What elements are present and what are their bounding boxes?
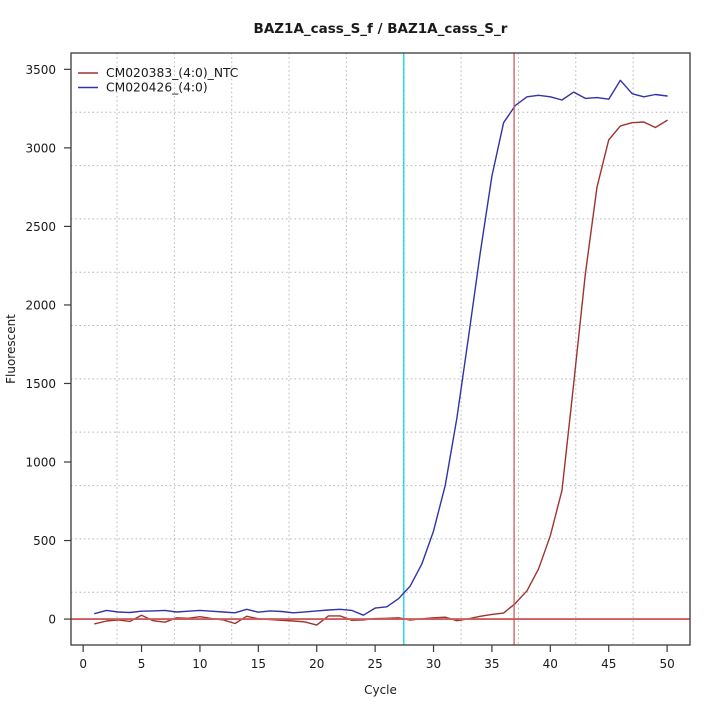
y-tick-label: 0	[48, 613, 56, 627]
threshold-lines	[71, 53, 690, 645]
legend-label-ntc: CM020383_(4:0)_NTC	[106, 66, 238, 80]
curve-sample	[94, 79, 668, 616]
x-axis-label: Cycle	[364, 683, 397, 697]
legend-label-sample: CM020426_(4:0)	[106, 81, 208, 95]
x-tick-label: 45	[601, 657, 616, 671]
x-tick-label: 15	[251, 657, 266, 671]
x-axis: 0 5 10 15 20 25 30 35 40 45 50	[79, 645, 675, 671]
y-tick-label: 1500	[25, 377, 56, 391]
plot-border	[70, 52, 691, 646]
x-tick-label: 40	[543, 657, 558, 671]
series-lines	[94, 79, 668, 626]
curve-ntc	[94, 119, 668, 626]
x-tick-label: 30	[426, 657, 441, 671]
y-tick-label: 2500	[25, 220, 56, 234]
y-axis-label: Fluorescent	[4, 314, 18, 384]
x-tick-label: 50	[659, 657, 674, 671]
y-tick-label: 1000	[25, 456, 56, 470]
y-tick-label: 3000	[25, 141, 56, 155]
y-axis: 0 500 1000 1500 2000 2500 3000 3500	[25, 63, 71, 627]
legend: CM020383_(4:0)_NTC CM020426_(4:0)	[78, 66, 238, 95]
gridlines	[71, 53, 691, 645]
y-tick-label: 3500	[25, 63, 56, 77]
x-tick-label: 25	[367, 657, 382, 671]
plot-box	[70, 52, 691, 646]
x-tick-label: 10	[192, 657, 207, 671]
x-tick-label: 5	[138, 657, 146, 671]
x-tick-label: 20	[309, 657, 324, 671]
y-tick-label: 2000	[25, 298, 56, 312]
chart-title: BAZ1A_cass_S_f / BAZ1A_cass_S_r	[254, 21, 508, 37]
x-tick-label: 0	[79, 657, 87, 671]
x-tick-label: 35	[484, 657, 499, 671]
y-tick-label: 500	[33, 534, 56, 548]
